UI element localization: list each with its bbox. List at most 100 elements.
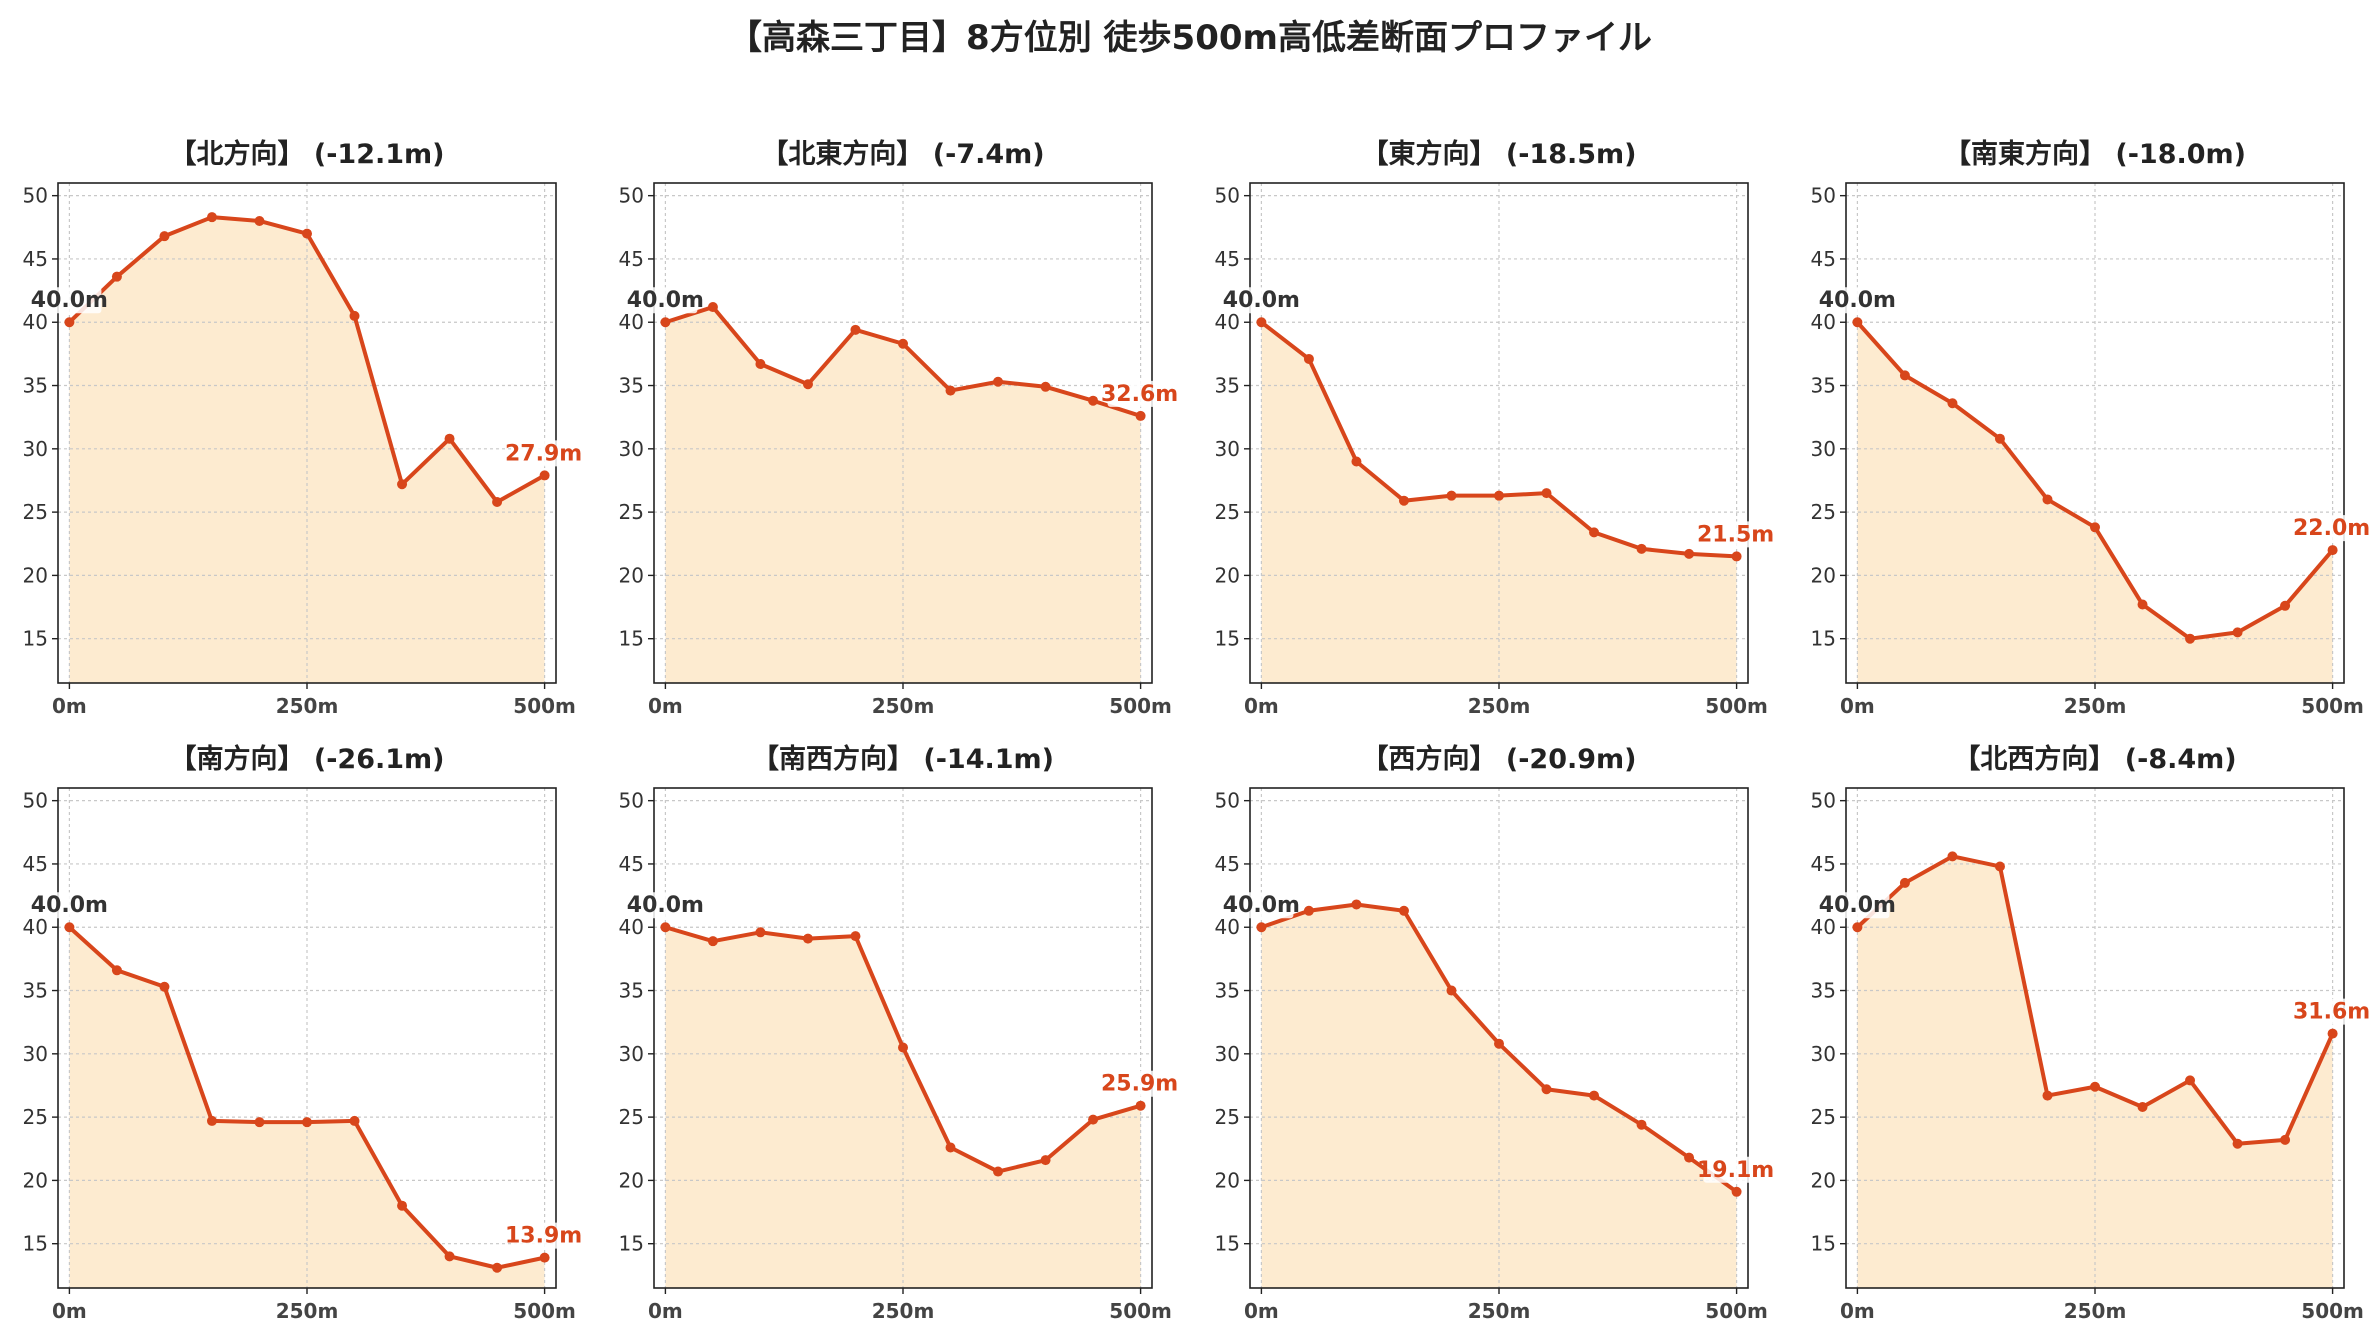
y-tick-label: 45 xyxy=(619,852,644,876)
start-label-bg xyxy=(39,287,102,314)
start-label-bg xyxy=(39,892,102,919)
data-point xyxy=(2232,627,2243,638)
end-label-bg xyxy=(1703,1156,1768,1183)
data-point xyxy=(444,1251,455,1262)
data-point xyxy=(660,317,671,328)
y-tick-label: 50 xyxy=(23,184,48,208)
data-point xyxy=(254,1117,265,1128)
data-point xyxy=(2090,522,2100,533)
data-point xyxy=(802,379,813,390)
y-tick-label: 25 xyxy=(1215,1105,1240,1129)
end-label-bg xyxy=(1107,380,1172,407)
y-tick-label: 40 xyxy=(1215,310,1240,334)
end-label-bg xyxy=(1703,521,1768,548)
y-tick-label: 35 xyxy=(1215,979,1240,1003)
data-point xyxy=(302,228,312,239)
data-point xyxy=(1731,1186,1742,1197)
data-point xyxy=(707,302,718,313)
data-point xyxy=(2137,599,2148,610)
start-label-bg xyxy=(635,287,698,314)
data-point xyxy=(993,1166,1004,1177)
data-point xyxy=(2280,600,2291,611)
data-point xyxy=(1303,905,1314,916)
chart-title: 【北東方向】 (-7.4m) xyxy=(761,138,1044,170)
data-point xyxy=(660,922,671,933)
data-point xyxy=(1398,495,1409,506)
y-tick-label: 35 xyxy=(23,374,48,398)
area-fill xyxy=(69,927,545,1288)
x-tick-label: 250m xyxy=(2064,1299,2127,1323)
y-tick-label: 15 xyxy=(1811,1232,1836,1256)
data-point xyxy=(2042,1090,2053,1101)
y-tick-label: 35 xyxy=(619,374,644,398)
data-point xyxy=(945,385,956,396)
y-tick-label: 40 xyxy=(1215,915,1240,939)
x-tick-label: 500m xyxy=(1109,694,1172,718)
y-tick-label: 45 xyxy=(1811,247,1836,271)
chart-title: 【南東方向】 (-18.0m) xyxy=(1944,138,2246,170)
chart-title: 【南西方向】 (-14.1m) xyxy=(752,743,1054,775)
y-tick-label: 40 xyxy=(23,310,48,334)
y-tick-label: 35 xyxy=(1811,979,1836,1003)
y-tick-label: 30 xyxy=(1811,437,1836,461)
x-tick-label: 250m xyxy=(1468,694,1531,718)
y-tick-label: 45 xyxy=(23,852,48,876)
end-value-label: 22.0m xyxy=(2293,516,2370,541)
x-tick-label: 250m xyxy=(1468,1299,1531,1323)
y-tick-label: 25 xyxy=(1811,500,1836,524)
data-point xyxy=(993,376,1004,387)
x-tick-label: 250m xyxy=(872,1299,935,1323)
data-point xyxy=(1852,922,1863,933)
data-point xyxy=(850,324,861,335)
y-tick-label: 20 xyxy=(1811,563,1836,587)
data-point xyxy=(945,1142,956,1153)
y-tick-label: 30 xyxy=(23,1042,48,1066)
y-tick-label: 45 xyxy=(1215,247,1240,271)
y-tick-label: 50 xyxy=(1215,184,1240,208)
y-tick-label: 40 xyxy=(619,915,644,939)
y-tick-label: 20 xyxy=(619,563,644,587)
data-point xyxy=(159,981,170,992)
y-tick-label: 25 xyxy=(619,500,644,524)
chart-title: 【西方向】 (-20.9m) xyxy=(1361,743,1636,775)
y-tick-label: 20 xyxy=(1215,1168,1240,1192)
x-tick-label: 250m xyxy=(276,1299,339,1323)
y-tick-label: 50 xyxy=(1811,184,1836,208)
start-value-label: 40.0m xyxy=(1819,288,1896,313)
data-point xyxy=(1636,543,1647,554)
data-point xyxy=(254,215,265,226)
y-tick-label: 20 xyxy=(23,563,48,587)
y-tick-label: 35 xyxy=(619,979,644,1003)
start-value-label: 40.0m xyxy=(627,288,704,313)
data-point xyxy=(1446,490,1457,501)
start-value-label: 40.0m xyxy=(31,893,108,918)
y-tick-label: 35 xyxy=(1215,374,1240,398)
y-tick-label: 50 xyxy=(1215,789,1240,813)
area-fill xyxy=(1857,322,2333,683)
end-value-label: 31.6m xyxy=(2293,1000,2370,1025)
x-tick-label: 0m xyxy=(52,1299,87,1323)
x-tick-label: 500m xyxy=(2301,694,2364,718)
x-tick-label: 500m xyxy=(1109,1299,1172,1323)
x-tick-label: 500m xyxy=(2301,1299,2364,1323)
data-point xyxy=(1088,1114,1099,1125)
y-tick-label: 35 xyxy=(23,979,48,1003)
data-point xyxy=(539,470,550,481)
x-tick-label: 0m xyxy=(1244,694,1279,718)
end-value-label: 21.5m xyxy=(1697,522,1774,547)
end-label-bg xyxy=(511,440,576,467)
data-point xyxy=(1351,456,1362,467)
data-point xyxy=(1684,548,1695,559)
data-point xyxy=(2185,1075,2196,1086)
y-tick-label: 15 xyxy=(619,627,644,651)
y-tick-label: 20 xyxy=(1215,563,1240,587)
data-point xyxy=(1899,370,1910,381)
y-tick-label: 45 xyxy=(23,247,48,271)
end-label-bg xyxy=(2299,515,2364,542)
x-tick-label: 250m xyxy=(2064,694,2127,718)
y-tick-label: 45 xyxy=(619,247,644,271)
data-point xyxy=(1135,410,1146,421)
